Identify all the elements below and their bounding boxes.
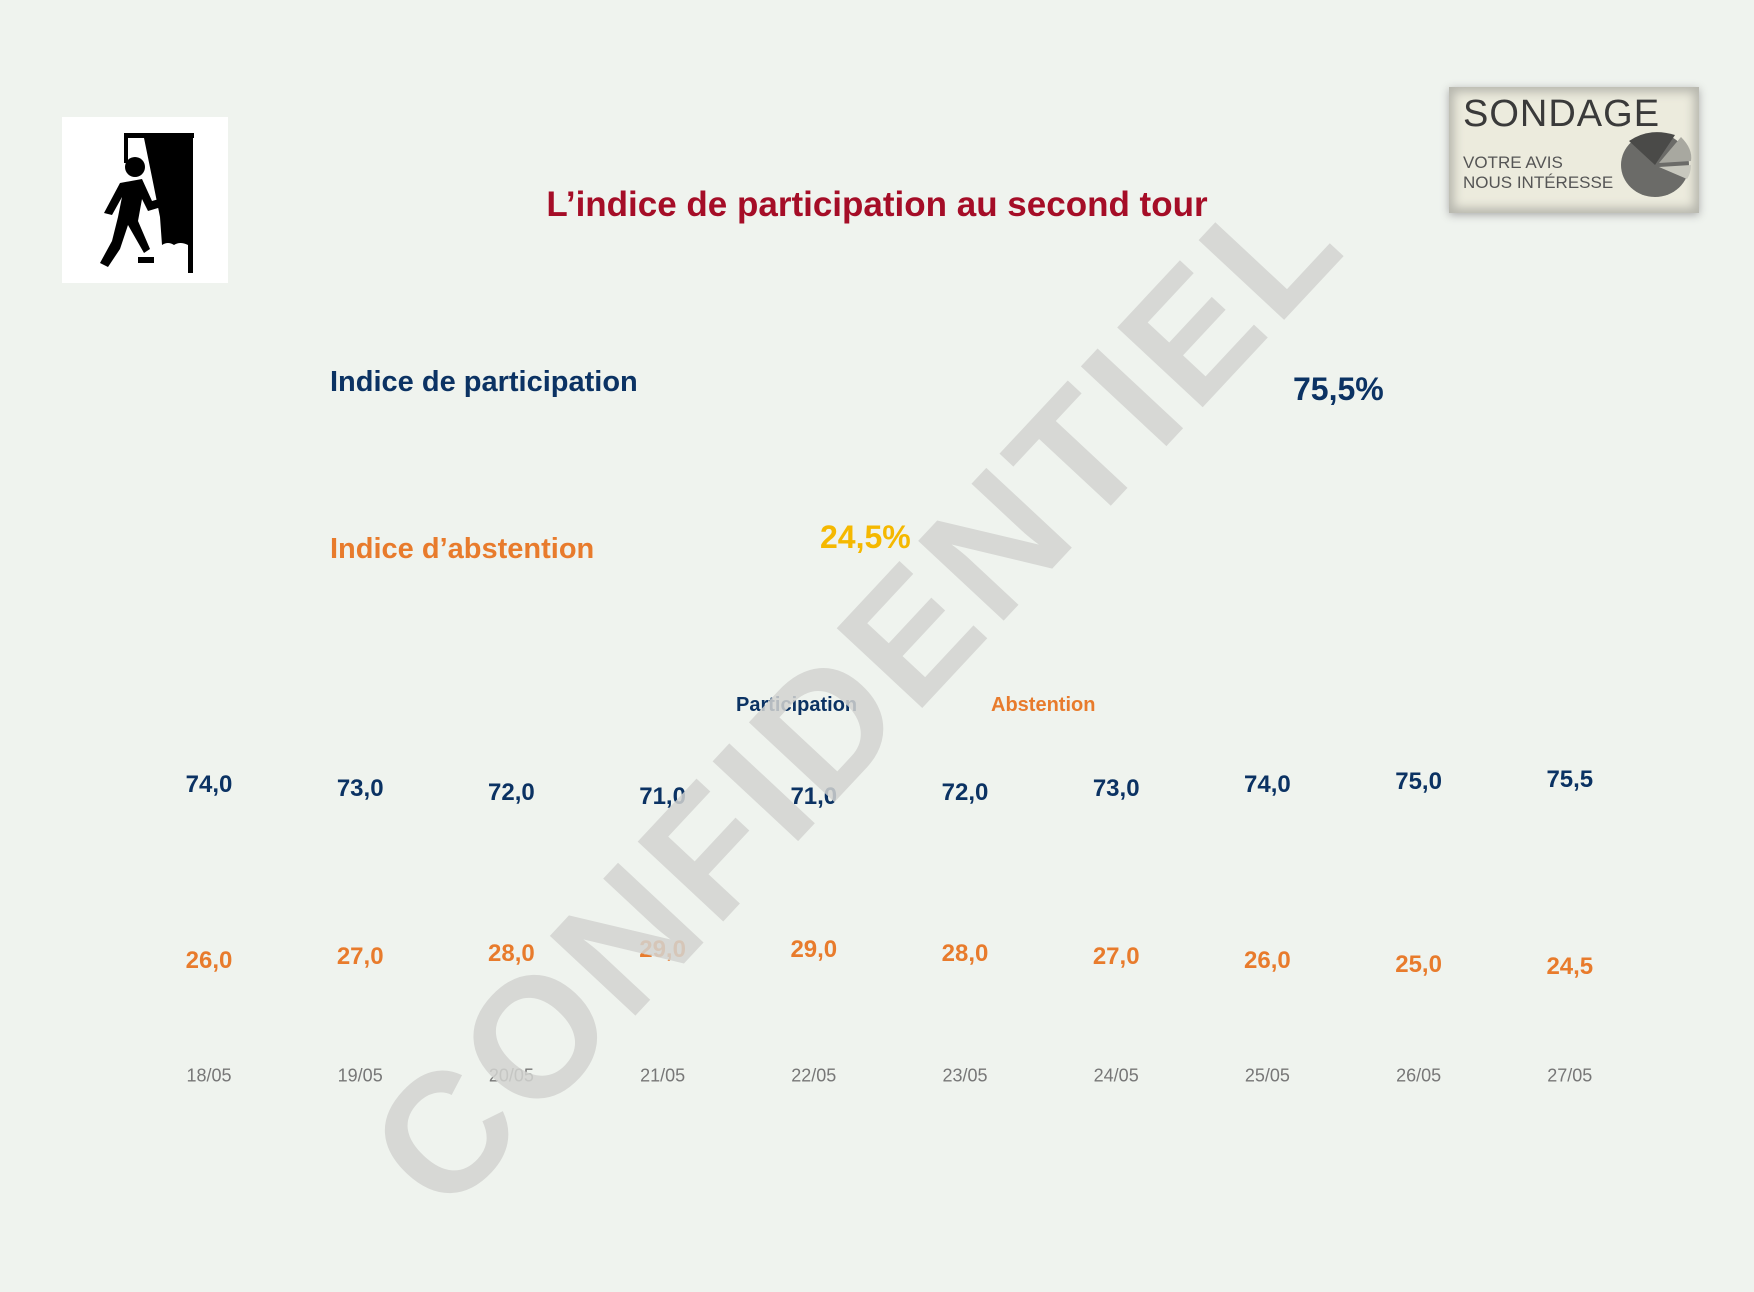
- x-tick-label: 26/05: [1396, 1065, 1442, 1086]
- abstention-data-label: 29,0: [790, 935, 838, 963]
- participation-data-label: 72,0: [941, 778, 989, 806]
- participation-data-label: 75,0: [1395, 767, 1442, 795]
- participation-data-label: 71,0: [790, 782, 838, 810]
- participation-data-label: 73,0: [336, 775, 384, 803]
- abstention-data-label: 24,5: [1546, 952, 1594, 980]
- legend-abstention: Abstention: [991, 694, 1096, 716]
- logo-subtitle-1: VOTRE AVIS: [1463, 153, 1563, 172]
- sondage-logo: SONDAGE VOTRE AVIS NOUS INTÉRESSE: [1449, 87, 1699, 213]
- participation-index-label: Indice de participation: [330, 366, 638, 398]
- abstention-data-label: 28,0: [941, 939, 989, 967]
- participation-data-label: 74,0: [1244, 771, 1291, 799]
- x-tick-label: 27/05: [1547, 1065, 1593, 1086]
- legend-participation: Participation: [736, 694, 858, 716]
- participation-data-label: 72,0: [488, 778, 535, 806]
- abstention-data-label: 28,0: [488, 939, 535, 967]
- participation-data-label: 75,5: [1546, 765, 1594, 793]
- x-tick-label: 21/05: [640, 1065, 686, 1086]
- logo-title: SONDAGE: [1463, 93, 1661, 135]
- x-tick-label: 20/05: [488, 1065, 534, 1086]
- x-tick-label: 25/05: [1244, 1065, 1290, 1086]
- abstention-data-label: 29,0: [639, 935, 686, 963]
- voting-booth-icon: [62, 117, 228, 283]
- abstention-data-label: 25,0: [1395, 950, 1442, 978]
- abstention-index-value: 24,5%: [820, 519, 911, 555]
- x-tick-label: 24/05: [1093, 1065, 1139, 1086]
- abstention-data-label: 26,0: [1244, 947, 1291, 974]
- page-title: L’indice de participation au second tour: [546, 185, 1208, 224]
- participation-index-value: 75,5%: [1293, 371, 1384, 407]
- participation-data-label: 71,0: [639, 782, 686, 810]
- x-tick-label: 22/05: [791, 1065, 837, 1086]
- participation-data-label: 74,0: [185, 771, 233, 799]
- abstention-data-label: 27,0: [1092, 943, 1140, 971]
- pie-chart-icon: [1621, 132, 1692, 197]
- abstention-index-label: Indice d’abstention: [330, 533, 595, 565]
- abstention-data-label: 26,0: [185, 947, 233, 974]
- abstention-data-label: 27,0: [336, 943, 384, 971]
- x-tick-label: 19/05: [337, 1065, 383, 1086]
- logo-subtitle-2: NOUS INTÉRESSE: [1463, 173, 1614, 192]
- participation-data-label: 73,0: [1092, 775, 1140, 803]
- x-tick-label: 23/05: [942, 1065, 988, 1086]
- x-tick-label: 18/05: [186, 1065, 232, 1086]
